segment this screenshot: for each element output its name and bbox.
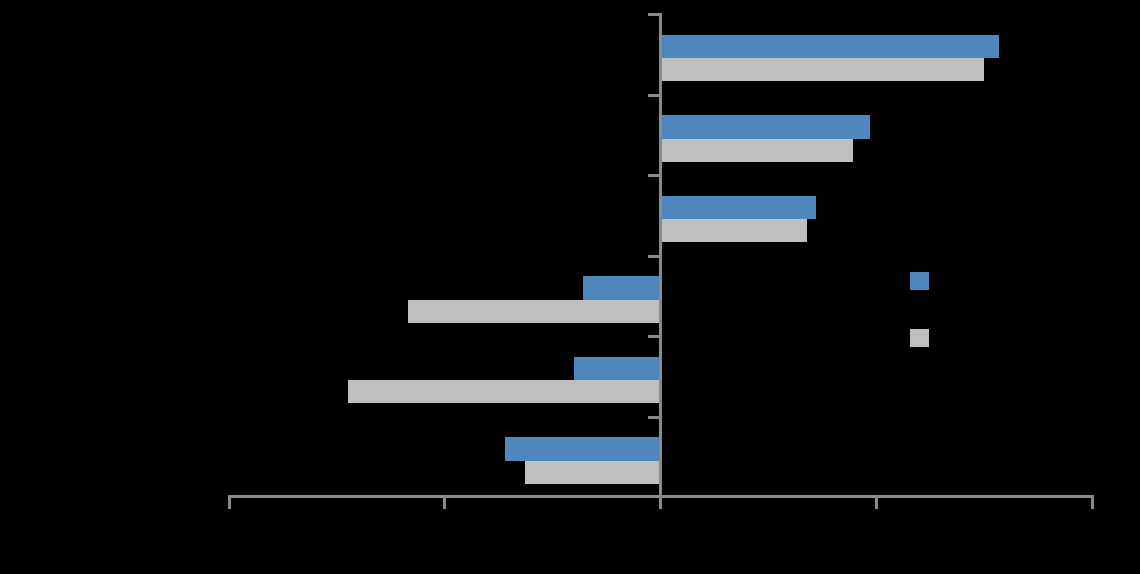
x-axis-tick--1 bbox=[443, 498, 447, 509]
y-axis-tick-6 bbox=[647, 415, 659, 419]
bar-row6-series1 bbox=[505, 437, 661, 461]
x-axis-tick--2 bbox=[227, 498, 231, 509]
bar-row4-series2 bbox=[408, 299, 661, 323]
bar-row5-series2 bbox=[347, 380, 661, 404]
y-axis-tick-4 bbox=[647, 254, 659, 258]
legend-swatch-series-1 bbox=[910, 272, 929, 290]
legend-swatch-series-2 bbox=[910, 329, 929, 347]
bar-row4-series1 bbox=[582, 276, 661, 300]
bar-row2-series1 bbox=[660, 115, 870, 139]
y-axis-tick-2 bbox=[647, 93, 659, 97]
bar-row1-series1 bbox=[660, 34, 1000, 59]
bar-row1-series2 bbox=[660, 58, 985, 82]
x-axis-tick-2 bbox=[1090, 498, 1094, 509]
x-axis-tick-1 bbox=[874, 498, 878, 509]
y-axis-line bbox=[659, 13, 662, 498]
bar-row5-series1 bbox=[574, 356, 661, 381]
bar-row3-series2 bbox=[660, 219, 808, 243]
x-axis-tick-0 bbox=[659, 498, 662, 509]
bar-row2-series2 bbox=[660, 138, 853, 162]
y-axis-tick-1 bbox=[647, 13, 659, 17]
y-axis-tick-3 bbox=[647, 174, 659, 178]
y-axis-tick-5 bbox=[647, 335, 659, 339]
bar-row3-series1 bbox=[660, 195, 816, 220]
bar-row6-series2 bbox=[524, 460, 661, 484]
